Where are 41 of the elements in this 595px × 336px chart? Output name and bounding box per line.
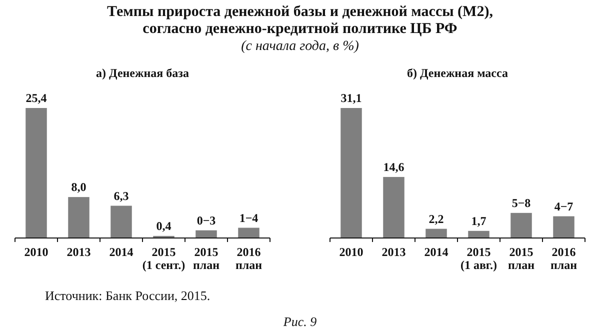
chart-title: б) Денежная масса — [407, 66, 508, 80]
bar — [426, 228, 447, 238]
bar — [468, 230, 490, 238]
annotation: 1−4 — [239, 210, 258, 225]
x-tick-label: 2010 — [339, 245, 364, 259]
bar — [68, 197, 90, 238]
annotation: 5−8 — [512, 196, 531, 210]
x-tick-label: 2010 — [24, 245, 48, 259]
data-label: 1,7 — [471, 214, 486, 228]
bar — [238, 228, 260, 238]
data-label: 8,0 — [71, 180, 86, 194]
data-label: 14,6 — [383, 160, 404, 174]
x-tick-label: 2014 — [109, 245, 134, 259]
data-label: 2,2 — [428, 212, 444, 226]
annotation: 4−7 — [554, 199, 574, 214]
data-label: 25,4 — [26, 91, 47, 105]
x-tick-label: 2013 — [382, 245, 406, 259]
data-label: 0,4 — [156, 218, 172, 233]
x-tick-label: 2014 — [424, 245, 448, 259]
x-tick-label: 2013 — [66, 245, 91, 259]
bar — [26, 108, 47, 238]
x-tick-label: 2016 план — [550, 245, 578, 272]
x-tick-label: 2015 (1 авг.) — [460, 245, 498, 272]
text: Источник: Банк России, 2015. — [45, 288, 210, 303]
bar — [340, 108, 362, 238]
bar — [383, 176, 404, 238]
bar — [510, 212, 532, 238]
annotation: 0−3 — [196, 213, 216, 228]
text: Темпы прироста денежной базы и денежной массы (М2), согласно денежно-кредитной политике ЦБ РФ — [107, 4, 494, 37]
bar — [553, 216, 574, 238]
chart-title: а) Денежная база — [96, 66, 189, 80]
bar — [196, 230, 217, 238]
x-tick-label: 2015 план — [508, 245, 535, 272]
bar — [110, 206, 132, 238]
x-tick-label: 2016 план — [235, 245, 262, 272]
data-label: 31,1 — [340, 91, 362, 105]
text: Рис. 9 — [282, 314, 318, 329]
x-tick-label: 2015 (1 сент.) — [142, 245, 186, 272]
data-label: 6,3 — [114, 188, 129, 203]
x-tick-label: 2015 план — [192, 245, 220, 272]
text: (с начала года, в %) — [241, 39, 360, 54]
